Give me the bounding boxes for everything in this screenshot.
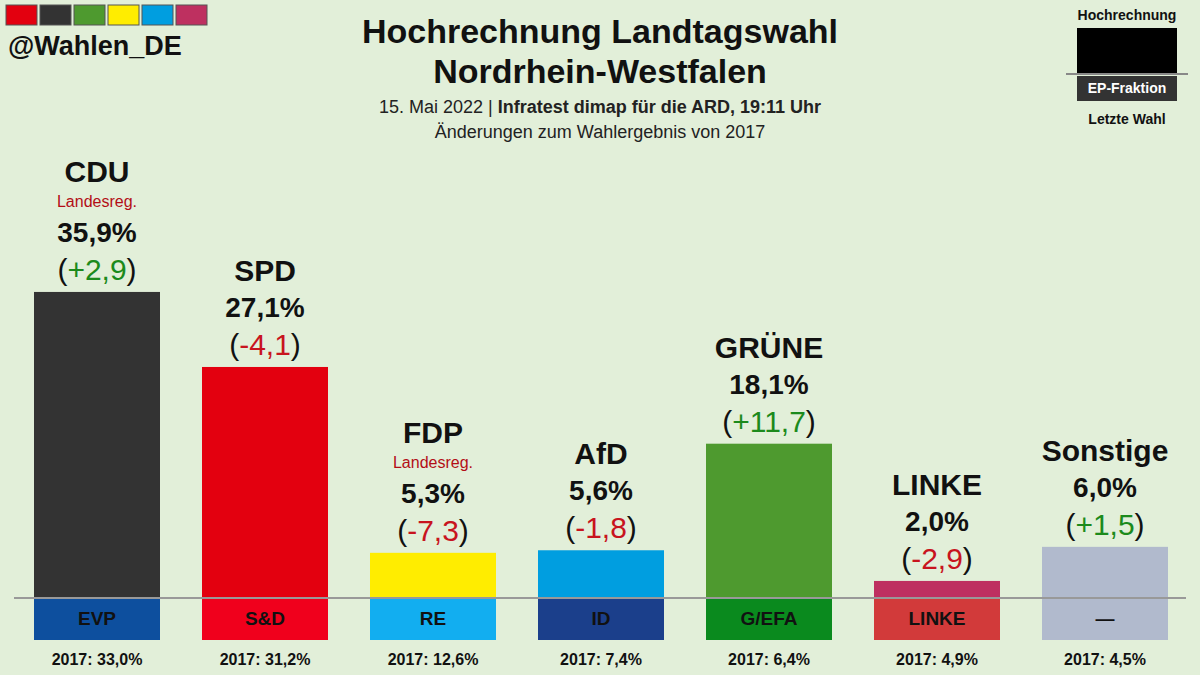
logo-square	[74, 5, 105, 25]
note: Änderungen zum Wahlergebnis von 2017	[435, 122, 766, 142]
category-label: AfD	[574, 437, 627, 470]
previous-label: 2017: 4,5%	[1064, 651, 1146, 668]
logo-square	[108, 5, 139, 25]
group-box	[202, 598, 328, 640]
logo-square	[40, 5, 71, 25]
source: @Wahlen_DE	[8, 31, 182, 61]
bar	[34, 292, 160, 598]
legend-text: Letzte Wahl	[1088, 111, 1165, 127]
bar	[370, 553, 496, 598]
change-label: (-1,8)	[565, 511, 637, 544]
value-label: 6,0%	[1073, 472, 1137, 503]
category-label: SPD	[234, 254, 296, 287]
status-label: Landesreg.	[393, 454, 473, 471]
legend-swatch	[1077, 28, 1177, 73]
group-box	[538, 598, 664, 640]
background	[0, 0, 1200, 675]
title: Hochrechnung Landtagswahl	[362, 12, 838, 50]
category-label: Sonstige	[1042, 434, 1169, 467]
change-label: (-2,9)	[901, 542, 973, 575]
value-label: 5,3%	[401, 478, 465, 509]
group-label: EVP	[78, 608, 116, 629]
logo-square	[6, 5, 37, 25]
value-label: 2,0%	[905, 506, 969, 537]
change-label: (-4,1)	[229, 328, 301, 361]
chart: @Wahlen_DE Hochrechnung LandtagswahlNordr…	[0, 0, 1200, 675]
bar	[538, 550, 664, 598]
value-label: 18,1%	[729, 369, 808, 400]
category-label: GRÜNE	[715, 331, 823, 364]
previous-label: 2017: 6,4%	[728, 651, 810, 668]
previous-label: 2017: 7,4%	[560, 651, 642, 668]
baseline	[14, 597, 1186, 599]
group-label: LINKE	[909, 608, 966, 629]
group-label: ID	[592, 608, 611, 629]
group-box	[1042, 598, 1168, 640]
category-label: FDP	[403, 416, 463, 449]
category-label: LINKE	[892, 468, 982, 501]
bars	[34, 292, 1168, 598]
subtitle-part: Infratest dimap für die ARD, 19:11 Uhr	[493, 97, 821, 117]
change-label: (+2,9)	[57, 253, 136, 286]
subtitle-part: 15. Mai 2022 |	[379, 97, 493, 117]
group-box	[706, 598, 832, 640]
previous-label: 2017: 31,2%	[220, 651, 311, 668]
group-label: G/EFA	[740, 608, 797, 629]
legend-text: Hochrechnung	[1078, 7, 1177, 23]
bar	[706, 444, 832, 598]
group-box	[874, 598, 1000, 640]
value-label: 5,6%	[569, 475, 633, 506]
bar	[874, 581, 1000, 598]
logo-square	[176, 5, 207, 25]
legend-group-box	[1077, 76, 1177, 101]
previous-label: 2017: 33,0%	[52, 651, 143, 668]
group-label: RE	[420, 608, 446, 629]
change-label: (+11,7)	[722, 405, 816, 438]
group-label: —	[1096, 608, 1115, 629]
value-label: 35,9%	[57, 217, 136, 248]
title: Nordrhein-Westfalen	[433, 52, 767, 90]
change-label: (+1,5)	[1065, 508, 1144, 541]
legend-line	[1066, 73, 1188, 75]
value-label: 27,1%	[225, 292, 304, 323]
group-label: S&D	[245, 608, 285, 629]
category-label: CDU	[65, 155, 130, 188]
legend-text: EP-Fraktion	[1088, 80, 1167, 96]
bar	[1042, 547, 1168, 598]
group-box	[34, 598, 160, 640]
previous-label: 2017: 4,9%	[896, 651, 978, 668]
status-label: Landesreg.	[57, 193, 137, 210]
group-box	[370, 598, 496, 640]
previous-label: 2017: 12,6%	[388, 651, 479, 668]
logo-square	[142, 5, 173, 25]
bar	[202, 367, 328, 598]
subtitle: 15. Mai 2022 | Infratest dimap für die A…	[379, 97, 821, 117]
change-label: (-7,3)	[397, 514, 469, 547]
